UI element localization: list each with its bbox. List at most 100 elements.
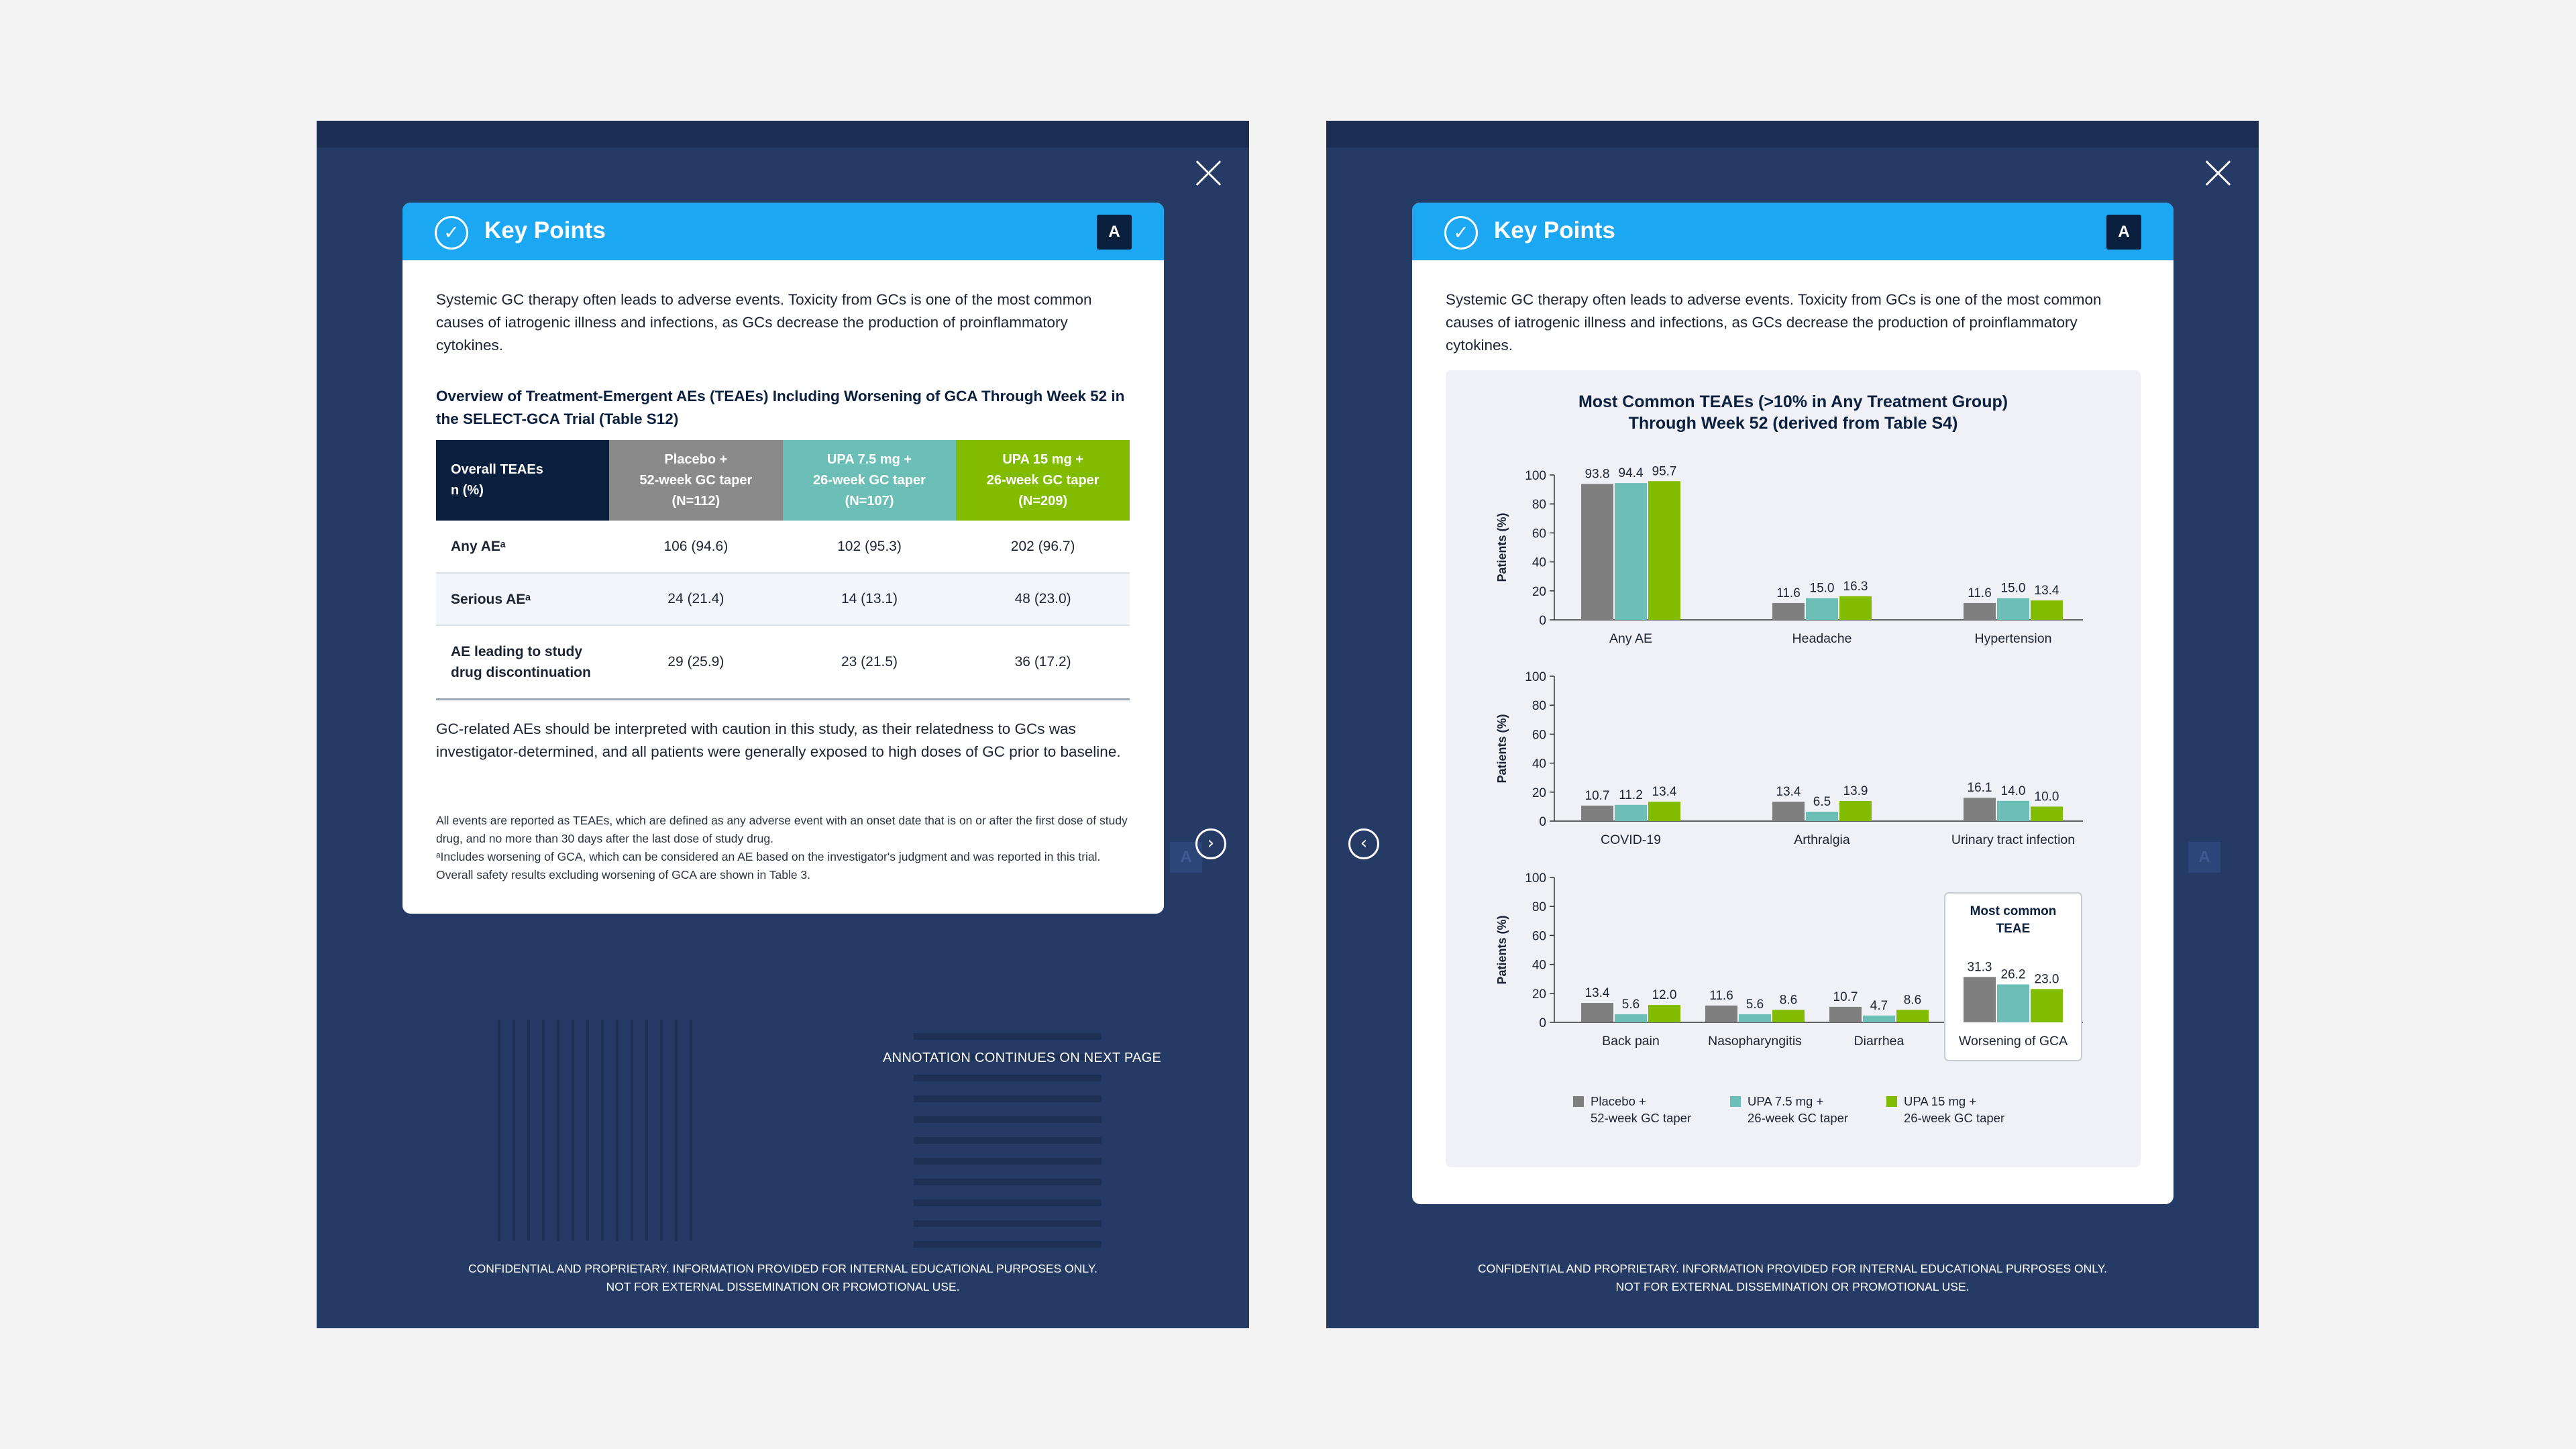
y-tick-label: 40 bbox=[1532, 757, 1546, 771]
annotation-badge: A bbox=[2106, 215, 2141, 250]
table-title: Overview of Treatment-Emergent AEs (TEAE… bbox=[436, 388, 1125, 427]
legend-label: UPA 15 mg + bbox=[1904, 1094, 1976, 1108]
table-header-row: Overall TEAEs n (%) Placebo + 52-week GC… bbox=[436, 440, 1130, 521]
next-page-chevron-right-icon[interactable]: › bbox=[1195, 828, 1226, 859]
cell-placebo: 106 (94.6) bbox=[609, 521, 783, 574]
y-tick-label: 0 bbox=[1539, 815, 1546, 829]
card-header: ✓ Key Points A bbox=[1412, 203, 2174, 260]
check-circle-icon: ✓ bbox=[1444, 216, 1478, 250]
legend-swatch bbox=[1730, 1096, 1741, 1107]
cell-upa-7-5: 14 (13.1) bbox=[782, 573, 957, 626]
bar-value-label: 5.6 bbox=[1746, 998, 1764, 1012]
bar-covid-19-series-3 bbox=[1648, 802, 1680, 821]
bar-worsening-of-gca-series-2 bbox=[1997, 984, 2029, 1022]
table-row: Any AEᵃ 106 (94.6) 102 (95.3) 202 (96.7) bbox=[436, 521, 1130, 574]
bar-value-label: 95.7 bbox=[1652, 464, 1677, 478]
cell-placebo: 24 (21.4) bbox=[609, 573, 783, 626]
confidential-footer: CONFIDENTIAL AND PROPRIETARY. INFORMATIO… bbox=[1477, 1262, 2108, 1293]
y-tick-label: 40 bbox=[1532, 959, 1546, 973]
bar-any-ae-series-2 bbox=[1615, 483, 1647, 620]
row-label: AE leading to study drug discontinuation bbox=[436, 625, 609, 700]
teae-chart-container: Most Common TEAEs (>10% in Any Treatment… bbox=[1446, 370, 2141, 1167]
legend-label: 52-week GC taper bbox=[1591, 1111, 1691, 1125]
x-category-label: Worsening of GCA bbox=[1959, 1034, 2068, 1049]
y-axis-label: Patients (%) bbox=[1495, 714, 1509, 783]
bar-value-label: 11.6 bbox=[1968, 586, 1992, 600]
cell-placebo: 29 (25.9) bbox=[609, 625, 783, 700]
legend-swatch bbox=[1886, 1096, 1897, 1107]
legend-label: UPA 7.5 mg + bbox=[1748, 1094, 1823, 1108]
chart-marks: Patients (%) 0 20 40 60 80 100 93.8 94.4 95.7 Any … bbox=[1495, 464, 2083, 1061]
y-tick-label: 60 bbox=[1532, 929, 1546, 943]
y-axis-label: Patients (%) bbox=[1495, 513, 1509, 582]
legend-label: 26-week GC taper bbox=[1904, 1111, 2004, 1125]
bar-urinary-tract-infection-series-2 bbox=[1997, 800, 2029, 821]
footnote-worsening-gca: ᵃIncludes worsening of GCA, which can be… bbox=[436, 850, 1101, 881]
intro-paragraph: Systemic GC therapy often leads to adver… bbox=[436, 291, 1092, 354]
x-category-label: Nasopharyngitis bbox=[1708, 1034, 1802, 1049]
right-page-panel: A ‹ ✓ Key Points A Systemic GC therapy o… bbox=[1326, 121, 2259, 1328]
bar-value-label: 11.6 bbox=[1776, 586, 1801, 600]
y-tick-label: 100 bbox=[1525, 670, 1546, 684]
card-title: Key Points bbox=[484, 217, 606, 244]
bar-back-pain-series-3 bbox=[1648, 1005, 1680, 1022]
panel-top-bar bbox=[1326, 121, 2259, 148]
x-category-label: Urinary tract infection bbox=[1951, 833, 2075, 847]
y-tick-label: 80 bbox=[1532, 699, 1546, 713]
bar-arthralgia-series-2 bbox=[1806, 811, 1838, 821]
bar-value-label: 13.4 bbox=[2035, 584, 2059, 598]
annotation-marker-badge[interactable]: A bbox=[2188, 842, 2220, 873]
bar-back-pain-series-1 bbox=[1581, 1003, 1613, 1022]
bar-value-label: 8.6 bbox=[1780, 993, 1797, 1007]
background-text-column bbox=[914, 1033, 1102, 1254]
callout-label: TEAE bbox=[1996, 922, 2031, 936]
y-tick-label: 100 bbox=[1525, 871, 1546, 885]
y-tick-label: 80 bbox=[1532, 498, 1546, 512]
previous-page-chevron-left-icon[interactable]: ‹ bbox=[1348, 828, 1379, 859]
bar-value-label: 11.6 bbox=[1709, 989, 1733, 1003]
confidential-footer: CONFIDENTIAL AND PROPRIETARY. INFORMATIO… bbox=[468, 1262, 1098, 1293]
bar-diarrhea-series-3 bbox=[1896, 1010, 1929, 1022]
bar-hypertension-series-2 bbox=[1997, 598, 2029, 620]
bar-headache-series-2 bbox=[1806, 598, 1838, 620]
bar-value-label: 5.6 bbox=[1622, 998, 1640, 1012]
y-tick-label: 20 bbox=[1532, 585, 1546, 599]
teae-table: Overall TEAEs n (%) Placebo + 52-week GC… bbox=[436, 440, 1130, 700]
table-row: AE leading to study drug discontinuation… bbox=[436, 625, 1130, 700]
y-tick-label: 0 bbox=[1539, 1016, 1546, 1030]
background-rotated-table bbox=[498, 1020, 699, 1241]
bar-value-label: 23.0 bbox=[2035, 972, 2059, 986]
bar-urinary-tract-infection-series-1 bbox=[1964, 798, 1996, 821]
bar-value-label: 31.3 bbox=[1968, 960, 1992, 974]
key-points-card: ✓ Key Points A Systemic GC therapy often… bbox=[402, 203, 1164, 914]
y-tick-label: 20 bbox=[1532, 786, 1546, 800]
close-icon[interactable] bbox=[1194, 158, 1224, 188]
bar-value-label: 11.2 bbox=[1619, 788, 1643, 802]
y-tick-label: 40 bbox=[1532, 556, 1546, 570]
bar-covid-19-series-2 bbox=[1615, 804, 1647, 821]
y-tick-label: 80 bbox=[1532, 900, 1546, 914]
intro-paragraph: Systemic GC therapy often leads to adver… bbox=[1446, 291, 2102, 354]
row-label: Any AEᵃ bbox=[436, 521, 609, 574]
bar-arthralgia-series-3 bbox=[1839, 800, 1872, 821]
bar-hypertension-series-3 bbox=[2031, 600, 2063, 620]
legend-label: 26-week GC taper bbox=[1748, 1111, 1848, 1125]
close-icon[interactable] bbox=[2204, 158, 2233, 188]
cell-upa-15: 202 (96.7) bbox=[956, 521, 1130, 574]
cell-upa-15: 48 (23.0) bbox=[956, 573, 1130, 626]
callout-label: Most common bbox=[1970, 904, 2057, 918]
x-category-label: Headache bbox=[1792, 631, 1852, 646]
bar-value-label: 4.7 bbox=[1870, 999, 1888, 1013]
bar-diarrhea-series-2 bbox=[1863, 1015, 1895, 1022]
background-article-text bbox=[498, 1020, 1102, 1261]
y-tick-label: 60 bbox=[1532, 728, 1546, 742]
bar-value-label: 10.7 bbox=[1585, 789, 1610, 803]
bar-worsening-of-gca-series-3 bbox=[2031, 989, 2063, 1022]
continue-note: ANNOTATION CONTINUES ON NEXT PAGE bbox=[883, 1051, 1162, 1065]
card-title: Key Points bbox=[1494, 217, 1615, 244]
table-row: Serious AEᵃ 24 (21.4) 14 (13.1) 48 (23.0… bbox=[436, 573, 1130, 626]
chart-title-line2: Through Week 52 (derived from Table S4) bbox=[1629, 414, 1958, 433]
header-placebo: Placebo + 52-week GC taper (N=112) bbox=[609, 440, 783, 521]
bar-urinary-tract-infection-series-3 bbox=[2031, 806, 2063, 821]
row-label: Serious AEᵃ bbox=[436, 573, 609, 626]
